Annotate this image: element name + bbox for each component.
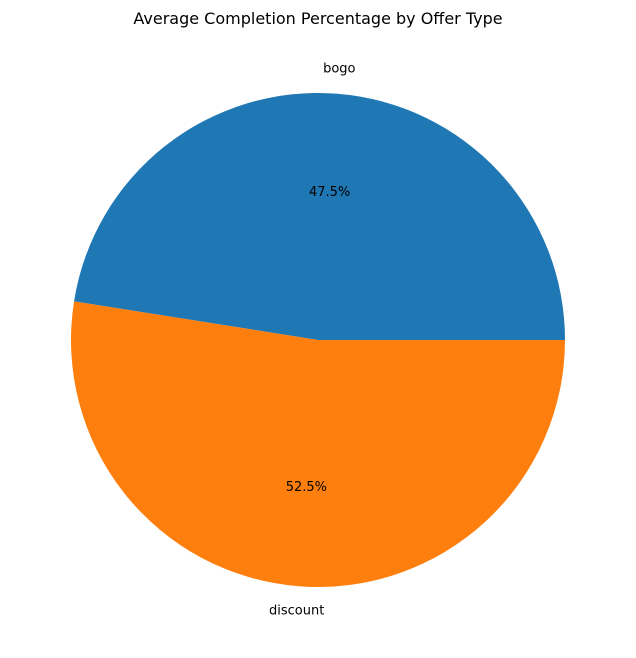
category-label-bogo: bogo (323, 62, 355, 77)
pie-slice-discount (70, 301, 566, 587)
percent-label-discount: 52.5% (286, 480, 327, 495)
chart-title: Average Completion Percentage by Offer T… (133, 9, 502, 28)
percent-label-bogo: 47.5% (309, 185, 350, 200)
pie-slice-bogo (74, 92, 565, 341)
pie-labels: bogo 47.5% discount 52.5% (269, 62, 356, 619)
pie-slices (70, 92, 566, 587)
category-label-discount: discount (269, 603, 324, 618)
